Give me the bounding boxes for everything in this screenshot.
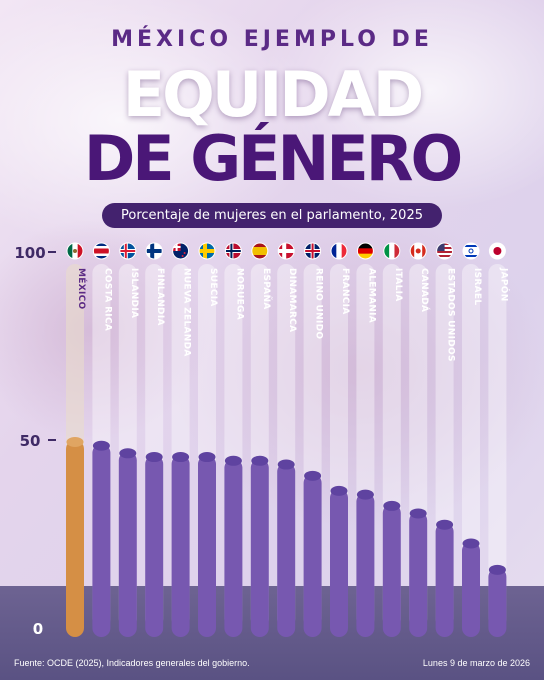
bar-cap bbox=[436, 519, 454, 530]
category-label: REINO UNIDO bbox=[314, 268, 324, 339]
bar bbox=[462, 541, 480, 637]
israel-flag-icon bbox=[462, 242, 480, 260]
sweden-flag-icon bbox=[198, 242, 216, 260]
date-label: Lunes 9 de marzo de 2026 bbox=[422, 658, 530, 668]
bar-track bbox=[488, 264, 507, 628]
title-line-1: EQUIDAD bbox=[122, 58, 424, 131]
category-label: ALEMANIA bbox=[366, 268, 376, 323]
new-zealand-flag-icon bbox=[172, 242, 190, 260]
bar-cap bbox=[119, 448, 137, 459]
category-label: CANADÁ bbox=[419, 268, 431, 312]
bar-cap bbox=[251, 455, 269, 466]
bar bbox=[356, 492, 375, 637]
italy-flag-icon bbox=[383, 242, 401, 260]
norway-flag-icon bbox=[224, 242, 242, 260]
bar-track bbox=[462, 264, 480, 628]
bar bbox=[92, 443, 111, 637]
bar-cap bbox=[356, 489, 374, 500]
category-label: DINAMARCA bbox=[287, 268, 297, 332]
bar-cap bbox=[409, 508, 427, 519]
category-label: MÉXICO bbox=[76, 268, 88, 309]
category-label: NORUEGA bbox=[234, 268, 244, 320]
bar-cap bbox=[488, 564, 506, 575]
bar bbox=[409, 511, 428, 637]
category-label: ESPAÑA bbox=[261, 268, 272, 310]
usa-flag-icon bbox=[436, 242, 454, 260]
category-label: NUEVA ZELANDA bbox=[182, 268, 192, 357]
title-line-2: DE GÉNERO bbox=[83, 122, 463, 195]
bar-cap bbox=[330, 485, 348, 496]
bar bbox=[382, 503, 401, 637]
bar bbox=[435, 522, 454, 637]
title-kicker: MÉXICO EJEMPLO DE bbox=[111, 27, 433, 52]
bar bbox=[224, 458, 243, 637]
bar bbox=[303, 473, 322, 637]
bar-cap bbox=[383, 500, 401, 511]
spain-flag-icon bbox=[251, 242, 269, 260]
bar-cap bbox=[304, 470, 322, 481]
category-label: FRANCIA bbox=[340, 268, 350, 315]
category-label: FINLANDIA bbox=[155, 268, 165, 326]
y-tick-label: 100 bbox=[14, 244, 45, 262]
source-note: Fuente: OCDE (2025), Indicadores general… bbox=[14, 658, 250, 668]
bar-cap bbox=[92, 440, 110, 451]
costa-rica-flag-icon bbox=[92, 242, 110, 260]
category-label: ISLANDIA bbox=[129, 268, 139, 318]
bar bbox=[250, 458, 269, 637]
canada-flag-icon bbox=[409, 242, 427, 260]
category-label: ESTADOS UNIDOS bbox=[446, 268, 456, 362]
bar bbox=[66, 440, 84, 637]
y-tick-label: 50 bbox=[20, 432, 41, 450]
chart-subtitle: Porcentaje de mujeres en el parlamento, … bbox=[102, 203, 442, 228]
bar-cap bbox=[224, 455, 242, 466]
denmark-flag-icon bbox=[277, 242, 295, 260]
bar bbox=[145, 455, 164, 637]
category-label: ITALIA bbox=[393, 268, 403, 302]
finland-flag-icon bbox=[145, 242, 163, 260]
category-label: ISRAEL bbox=[472, 268, 482, 305]
bar bbox=[330, 488, 348, 637]
mexico-flag-icon bbox=[66, 242, 84, 260]
bar bbox=[171, 455, 190, 637]
germany-flag-icon bbox=[356, 242, 374, 260]
uk-flag-icon bbox=[304, 242, 322, 260]
iceland-flag-icon bbox=[119, 242, 137, 260]
bar-cap bbox=[198, 452, 216, 463]
bar-cap bbox=[145, 452, 163, 463]
y-tick-label: 0 bbox=[33, 620, 43, 638]
bar-cap bbox=[172, 452, 190, 463]
bar bbox=[277, 462, 296, 637]
japan-flag-icon bbox=[488, 242, 506, 260]
category-label: SUECIA bbox=[208, 268, 218, 307]
bar-cap bbox=[462, 538, 480, 549]
bar-cap bbox=[277, 459, 295, 470]
bar bbox=[118, 451, 137, 637]
bar bbox=[488, 567, 507, 637]
bar bbox=[198, 455, 216, 637]
category-label: COSTA RICA bbox=[102, 268, 112, 331]
bar-cap bbox=[66, 437, 84, 447]
france-flag-icon bbox=[330, 242, 348, 260]
category-label: JAPÓN bbox=[498, 267, 510, 302]
